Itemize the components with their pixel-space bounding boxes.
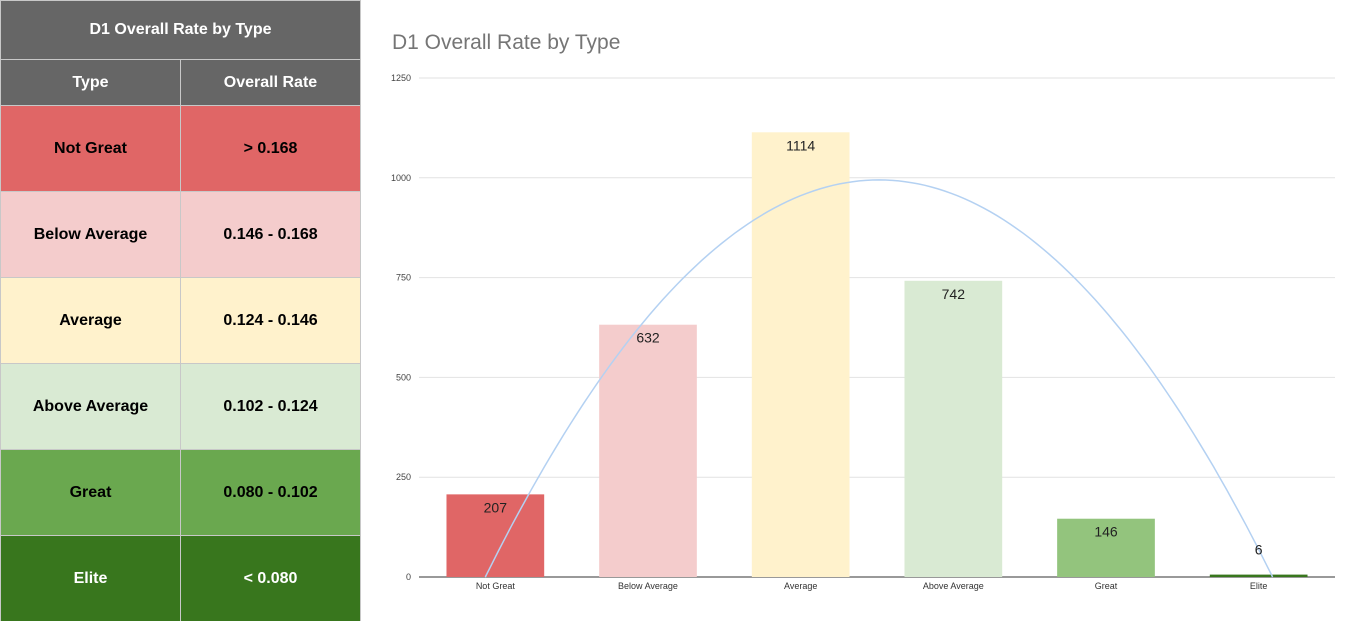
table-title: D1 Overall Rate by Type [0, 0, 361, 60]
rate-cell: > 0.168 [180, 105, 361, 192]
data-label: 1114 [786, 137, 815, 153]
type-cell: Great [0, 449, 181, 536]
table-row: Above Average 0.102 - 0.124 [0, 363, 361, 450]
data-label: 146 [1094, 524, 1118, 540]
bar [1209, 574, 1308, 577]
rate-cell: 0.080 - 0.102 [180, 449, 361, 536]
x-tick-label: Below Average [618, 581, 678, 591]
type-cell: Above Average [0, 363, 181, 450]
table-row: Great 0.080 - 0.102 [0, 449, 361, 536]
table-row: Elite < 0.080 [0, 535, 361, 621]
bars [446, 132, 1308, 577]
y-tick-label: 1250 [391, 73, 411, 83]
gridlines [419, 77, 1335, 578]
chart-svg: D1 Overall Rate by Type 0 250 500 750 1000 12… [391, 31, 1335, 591]
data-label: 6 [1255, 542, 1263, 558]
column-header-type: Type [0, 59, 181, 106]
bar [751, 132, 850, 577]
bar [446, 494, 545, 577]
y-tick-label: 1000 [391, 173, 411, 183]
y-axis-ticks: 0 250 500 750 1000 1250 [391, 73, 411, 582]
trendline [484, 179, 1274, 578]
trendline-curve [484, 179, 1274, 578]
rate-cell: 0.102 - 0.124 [180, 363, 361, 450]
data-labels: 207 632 1114 742 146 6 [484, 137, 1263, 557]
type-cell: Elite [0, 535, 181, 621]
x-tick-label: Elite [1250, 581, 1268, 591]
bar [599, 324, 697, 577]
bar [1057, 518, 1155, 577]
table-row: Not Great > 0.168 [0, 105, 361, 192]
column-header-overall-rate: Overall Rate [180, 59, 361, 106]
y-tick-label: 750 [396, 273, 411, 283]
type-cell: Average [0, 277, 181, 364]
chart-title: D1 Overall Rate by Type [392, 31, 620, 54]
y-tick-label: 0 [406, 572, 411, 582]
x-axis-ticks: Not Great Below Average Average Above Avera… [476, 581, 1268, 591]
data-label: 632 [636, 330, 660, 346]
rate-cell: 0.146 - 0.168 [180, 191, 361, 278]
bar-chart: D1 Overall Rate by Type 0 250 500 750 1000 12… [361, 0, 1365, 621]
data-label: 207 [484, 499, 508, 515]
rate-cell: 0.124 - 0.146 [180, 277, 361, 364]
bar [904, 280, 1003, 577]
x-tick-label: Average [784, 581, 817, 591]
rate-cell: < 0.080 [180, 535, 361, 621]
x-tick-label: Great [1095, 581, 1118, 591]
data-label: 742 [942, 286, 966, 302]
type-cell: Below Average [0, 191, 181, 278]
table-row: Below Average 0.146 - 0.168 [0, 191, 361, 278]
table-row: Average 0.124 - 0.146 [0, 277, 361, 364]
rate-legend-table: D1 Overall Rate by Type Type Overall Rat… [0, 0, 361, 621]
y-tick-label: 250 [396, 472, 411, 482]
type-cell: Not Great [0, 105, 181, 192]
x-tick-label: Above Average [923, 581, 984, 591]
x-tick-label: Not Great [476, 581, 516, 591]
y-tick-label: 500 [396, 372, 411, 382]
